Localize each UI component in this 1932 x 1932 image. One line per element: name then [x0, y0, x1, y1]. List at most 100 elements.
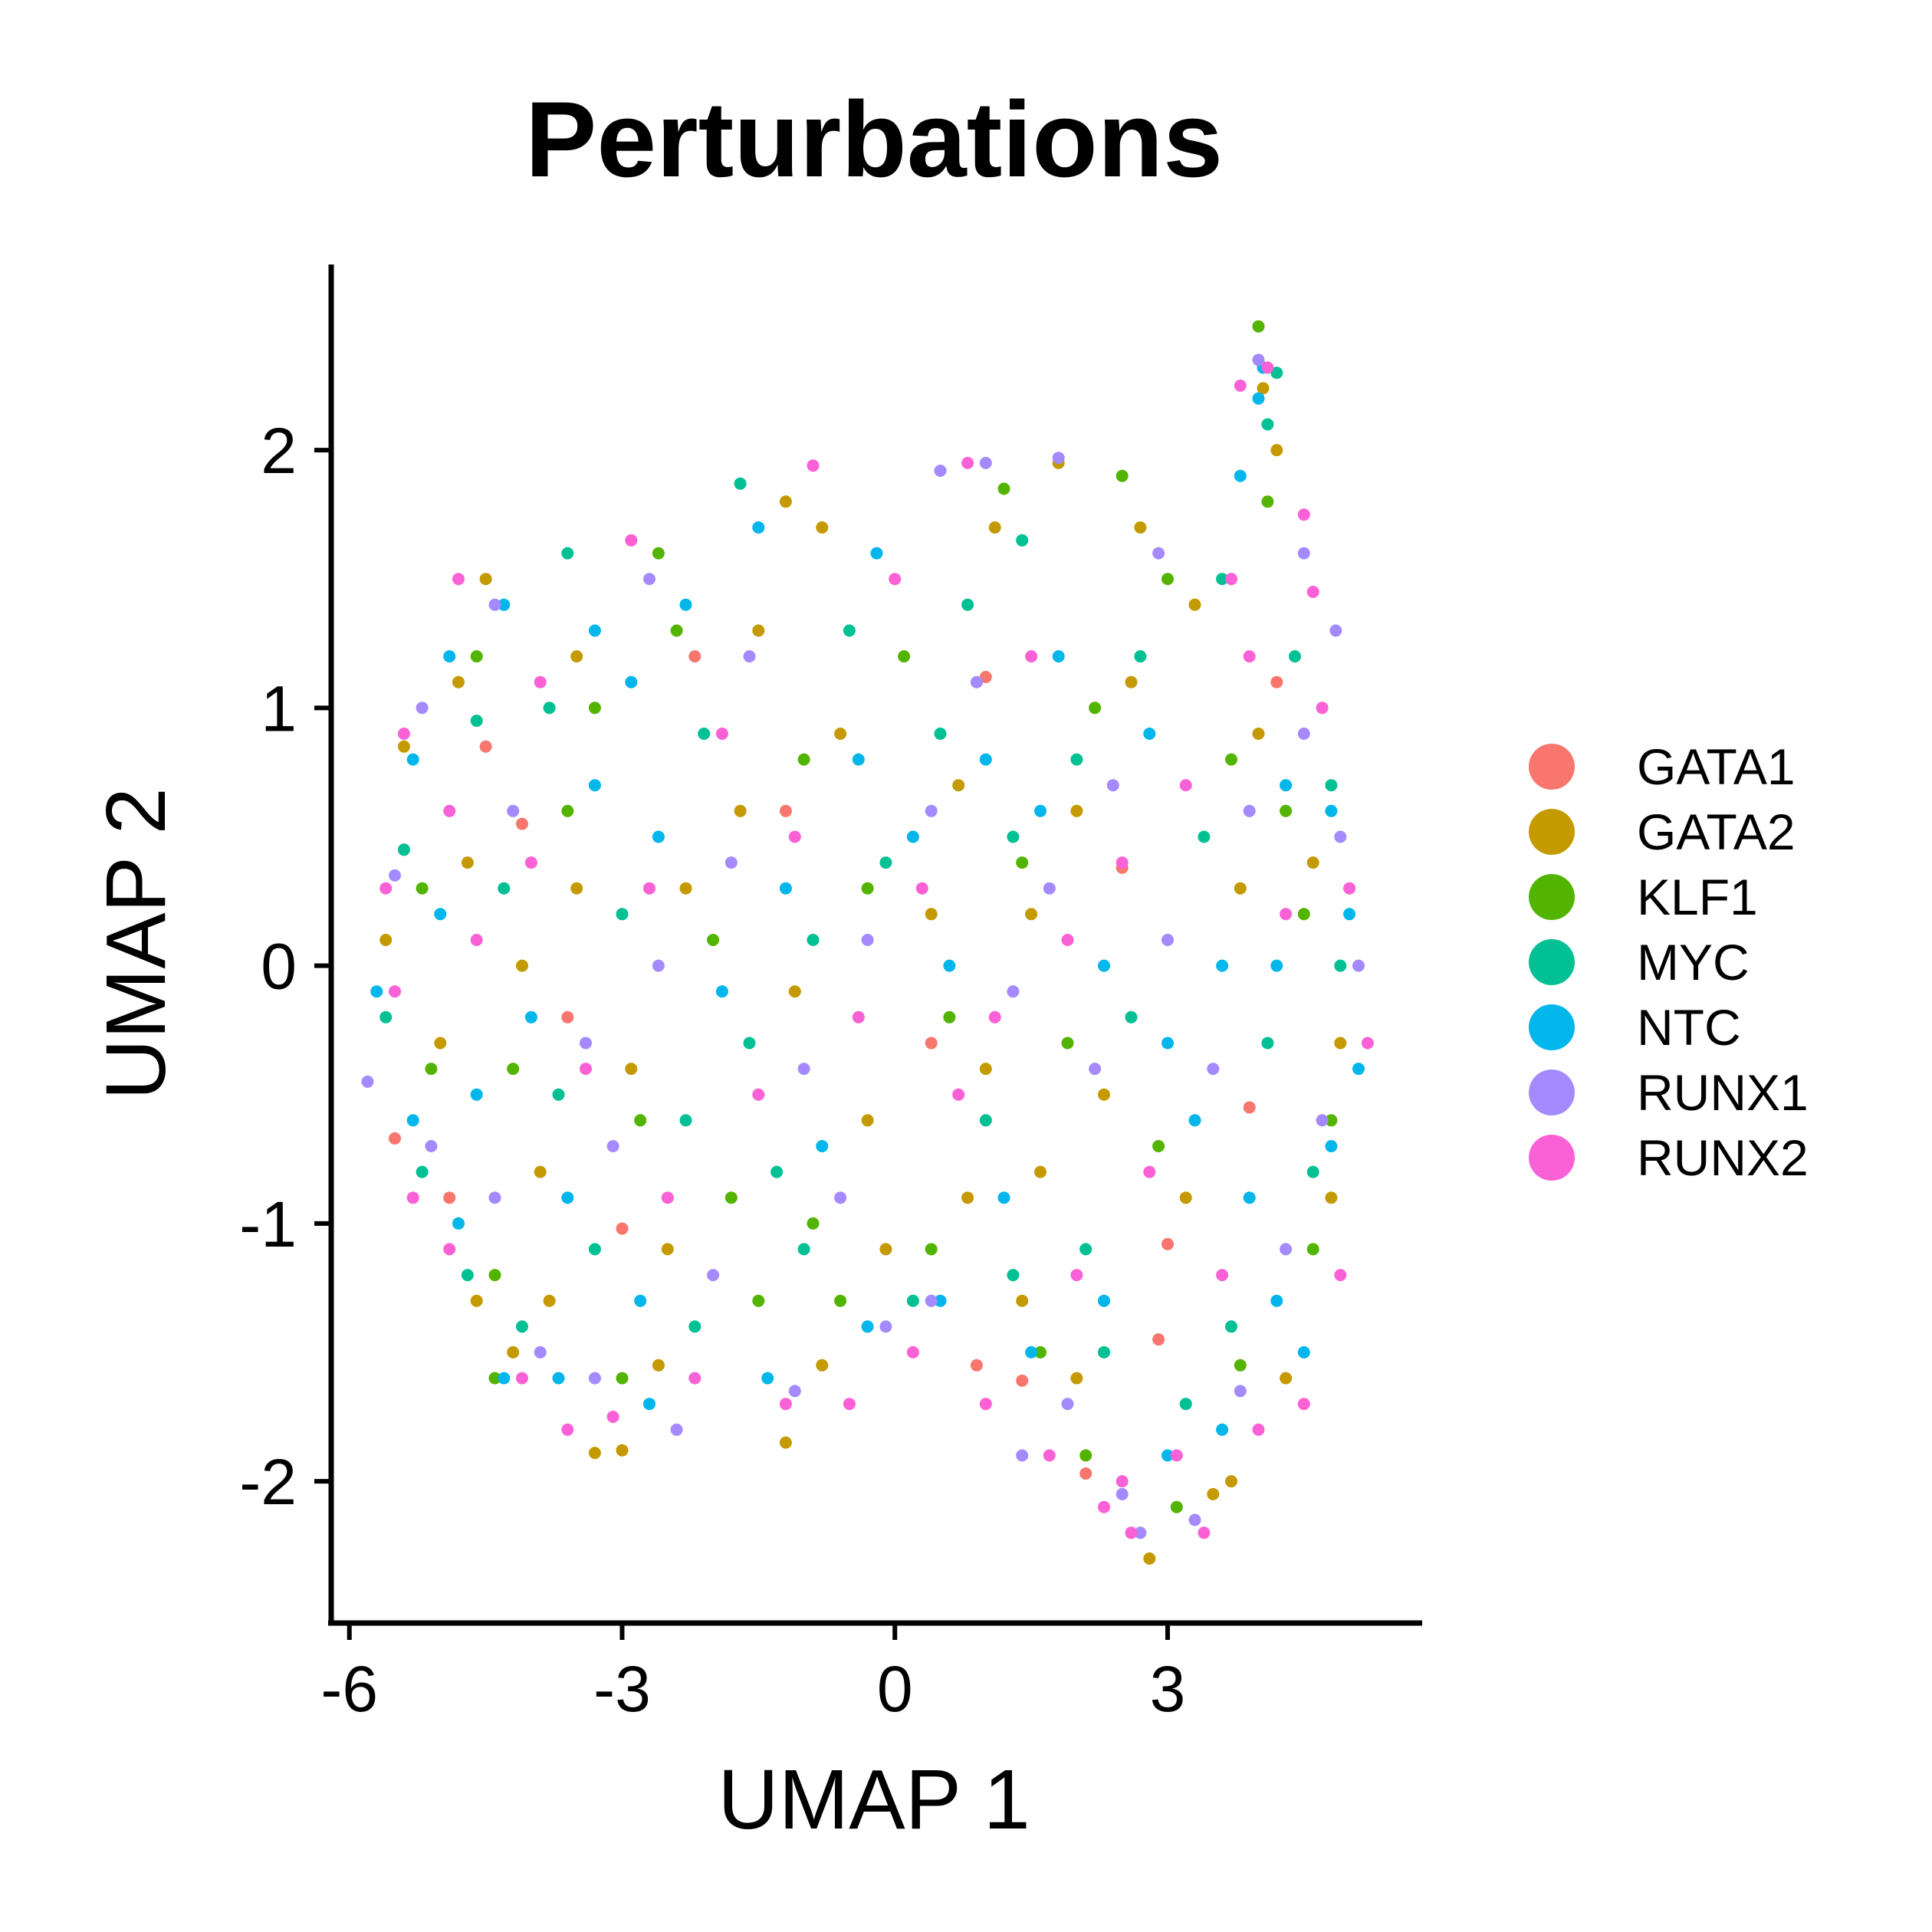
point-runx2	[788, 830, 801, 843]
point-ntc	[406, 1114, 419, 1127]
point-runx1	[1297, 547, 1310, 560]
point-gata2	[1034, 1165, 1046, 1178]
point-klf1	[488, 1269, 501, 1282]
axes	[328, 264, 1422, 1626]
point-gata2	[479, 573, 492, 586]
legend-key-gata1	[1529, 744, 1575, 790]
point-myc	[743, 1037, 756, 1050]
point-ntc	[588, 624, 601, 637]
point-runx1	[1089, 1063, 1102, 1076]
point-runx1	[1043, 882, 1056, 895]
point-runx2	[443, 1243, 456, 1256]
point-gata1	[1016, 1374, 1029, 1387]
point-myc	[1334, 959, 1347, 972]
point-gata2	[952, 779, 965, 792]
point-gata2	[461, 856, 474, 869]
point-runx1	[788, 1385, 801, 1398]
point-runx2	[906, 1346, 919, 1359]
point-ntc	[1098, 1294, 1110, 1307]
y-tick-label: -1	[239, 1188, 297, 1260]
point-ntc	[870, 547, 883, 560]
point-klf1	[834, 1294, 847, 1307]
x-axis-ticks: -6 -3 0 3	[320, 1623, 1185, 1725]
point-gata2	[652, 1359, 665, 1372]
point-gata2	[1016, 1294, 1029, 1307]
point-runx1	[797, 1063, 810, 1076]
point-gata2	[1270, 444, 1283, 457]
point-gata2	[397, 740, 410, 753]
point-myc	[516, 1320, 528, 1333]
point-myc	[1125, 1010, 1138, 1024]
point-runx2	[1316, 702, 1329, 715]
point-runx2	[1343, 882, 1356, 895]
point-ntc	[434, 908, 447, 921]
point-gata2	[570, 882, 583, 895]
point-klf1	[561, 804, 574, 817]
point-myc	[561, 547, 574, 560]
point-klf1	[670, 624, 683, 637]
point-klf1	[861, 882, 874, 895]
point-runx1	[970, 675, 983, 688]
point-runx2	[752, 1088, 765, 1101]
point-myc	[1261, 418, 1274, 431]
legend-label-klf1: KLF1	[1637, 869, 1758, 925]
point-klf1	[797, 753, 810, 766]
point-gata2	[1225, 1475, 1237, 1488]
point-klf1	[807, 1217, 820, 1230]
point-runx2	[625, 534, 638, 547]
point-gata1	[970, 1359, 983, 1372]
point-ntc	[1280, 779, 1293, 792]
point-gata1	[479, 740, 492, 753]
point-runx2	[779, 1398, 792, 1411]
point-gata2	[925, 908, 938, 921]
point-runx1	[1280, 1243, 1293, 1256]
point-runx2	[1116, 856, 1129, 869]
point-runx1	[643, 573, 656, 586]
point-myc	[1179, 1398, 1192, 1411]
point-gata2	[1179, 1191, 1192, 1204]
point-gata1	[616, 1222, 629, 1235]
point-klf1	[925, 1243, 938, 1256]
point-myc	[543, 702, 556, 715]
point-runx2	[1125, 1526, 1138, 1539]
point-ntc	[498, 1372, 511, 1385]
point-runx1	[425, 1140, 438, 1152]
point-myc	[807, 934, 820, 946]
point-ntc	[715, 985, 728, 998]
point-runx1	[979, 456, 992, 469]
point-runx2	[1361, 1037, 1374, 1050]
point-gata2	[625, 1063, 638, 1076]
point-runx1	[1016, 1449, 1029, 1462]
point-ntc	[1270, 1294, 1283, 1307]
point-myc	[588, 1243, 601, 1256]
legend-key-runx2	[1529, 1135, 1575, 1181]
point-ntc	[588, 779, 601, 792]
point-gata1	[443, 1191, 456, 1204]
point-ntc	[1162, 1449, 1174, 1462]
y-tick-label: 2	[261, 415, 297, 487]
point-klf1	[997, 482, 1010, 495]
point-gata2	[1325, 1191, 1338, 1204]
point-runx1	[1007, 985, 1020, 998]
point-klf1	[634, 1114, 647, 1127]
point-klf1	[724, 1191, 738, 1204]
point-runx1	[934, 465, 947, 477]
x-tick-label: 3	[1150, 1653, 1186, 1725]
point-runx2	[889, 573, 902, 586]
point-runx1	[1329, 624, 1342, 637]
point-runx2	[397, 728, 410, 740]
point-myc	[1134, 650, 1147, 663]
point-gata2	[507, 1346, 520, 1359]
point-klf1	[1170, 1500, 1183, 1513]
point-gata2	[1134, 521, 1147, 534]
point-runx2	[988, 1010, 1001, 1024]
point-klf1	[1297, 908, 1310, 921]
point-runx1	[534, 1346, 547, 1359]
point-gata1	[779, 804, 792, 817]
point-myc	[961, 598, 974, 611]
point-ntc	[370, 985, 383, 998]
point-runx2	[580, 1063, 592, 1076]
point-ntc	[643, 1398, 656, 1411]
point-runx2	[1243, 650, 1256, 663]
